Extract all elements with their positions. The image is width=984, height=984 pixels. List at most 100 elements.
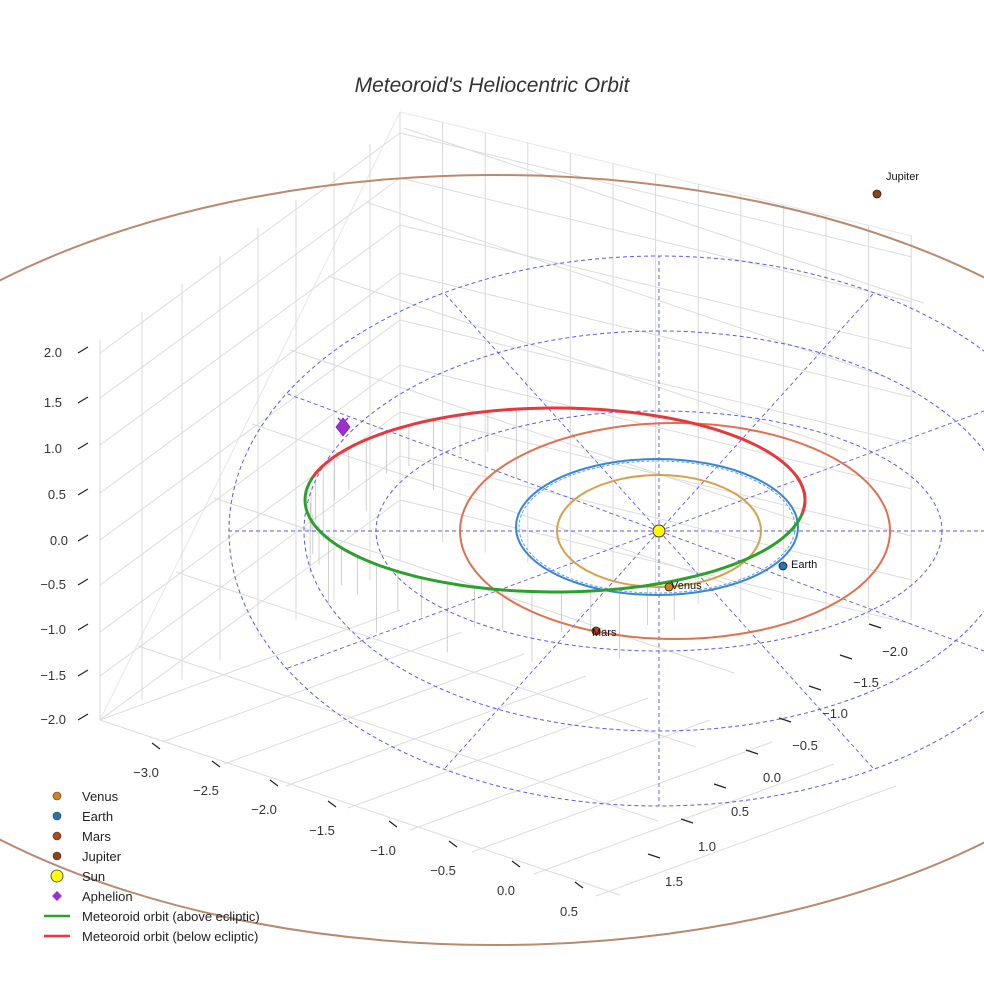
wall-hline <box>99 224 401 446</box>
legend-symbol <box>40 829 74 843</box>
y-tick-mark <box>745 749 759 755</box>
z-tick-mark <box>77 488 89 496</box>
marker-earth <box>778 561 788 571</box>
orbit-mars <box>459 422 891 640</box>
legend-label: Earth <box>82 808 114 824</box>
legend-item: Mars <box>40 826 260 846</box>
legend-item: Meteoroid orbit (above ecliptic) <box>40 906 260 926</box>
x-tick-label: 0.0 <box>497 883 515 898</box>
floor-line <box>289 349 811 526</box>
wall-hline <box>399 364 913 490</box>
x-tick-mark <box>327 800 337 808</box>
floor-line <box>595 785 897 897</box>
legend-label: Aphelion <box>82 888 133 904</box>
orbit-venus <box>556 474 762 588</box>
legend-item: Venus <box>40 786 260 806</box>
marker-sun <box>652 524 666 538</box>
legend-symbol <box>40 789 74 803</box>
wall-hline <box>399 177 913 303</box>
wall-hline <box>399 132 913 258</box>
x-tick-label: −1.5 <box>309 823 335 838</box>
floor-line <box>533 763 835 875</box>
legend-circle-swatch <box>52 811 62 821</box>
legend-circle-swatch <box>52 791 62 801</box>
floor-line <box>99 609 401 721</box>
z-tick-label: 0.0 <box>50 533 68 548</box>
floor-line <box>347 697 649 809</box>
legend-symbol <box>40 849 74 863</box>
y-tick-mark <box>680 818 694 824</box>
legend-item: Aphelion <box>40 886 260 906</box>
legend-circle-swatch <box>52 831 62 841</box>
y-tick-label: −1.0 <box>822 706 848 721</box>
z-tick-mark <box>77 623 89 631</box>
wall-hline <box>399 319 913 445</box>
x-tick-mark <box>511 860 521 868</box>
chart-title: Meteoroid's Heliocentric Orbit <box>354 74 630 97</box>
legend-symbol <box>40 929 74 943</box>
y-tick-mark <box>713 783 727 789</box>
legend-item: Sun <box>40 866 260 886</box>
x-tick-label: −2.0 <box>251 802 277 817</box>
marker-aphelion <box>335 417 351 437</box>
y-tick-label: 1.0 <box>698 839 716 854</box>
x-tick-label: −0.5 <box>430 863 456 878</box>
wall-hline <box>99 319 401 541</box>
legend-symbol <box>40 809 74 823</box>
z-tick-label: 1.0 <box>44 441 62 456</box>
wall-hline <box>399 272 913 398</box>
legend-item: Earth <box>40 806 260 826</box>
floor-line <box>403 127 925 304</box>
marker-jupiter <box>872 189 882 199</box>
polar-spoke <box>443 530 660 770</box>
y-tick-label: −2.0 <box>882 644 908 659</box>
wall-hline <box>399 499 913 625</box>
z-tick-mark <box>77 713 89 721</box>
floor-line <box>285 675 587 787</box>
polar-spoke <box>286 530 660 669</box>
polar-spoke <box>658 292 875 532</box>
x-tick-mark <box>388 820 398 828</box>
x-tick-label: 0.5 <box>560 904 578 919</box>
x-tick-label: −1.0 <box>370 843 396 858</box>
legend-diamond-swatch <box>52 891 62 901</box>
orbit-below-ecliptic <box>311 406 807 515</box>
polar-spoke <box>286 393 660 532</box>
floor-line <box>251 423 773 600</box>
x-tick-mark <box>574 881 584 889</box>
floor-line <box>161 631 463 743</box>
z-stems <box>309 409 675 662</box>
y-tick-mark <box>778 717 792 723</box>
z-tick-mark <box>77 669 89 677</box>
wall-hline <box>99 455 401 677</box>
legend-item: Meteoroid orbit (below ecliptic) <box>40 926 260 946</box>
z-tick-mark <box>77 396 89 404</box>
y-tick-mark <box>647 853 661 859</box>
x-tick-label: −3.0 <box>133 765 159 780</box>
orbit-jupiter <box>0 174 984 946</box>
wall-hline <box>99 177 401 399</box>
wall-hline <box>399 224 913 350</box>
z-tick-mark <box>77 578 89 586</box>
label-earth: Earth <box>791 559 817 571</box>
y-tick-label: −0.5 <box>792 738 818 753</box>
legend-symbol <box>40 889 74 903</box>
wall-hline <box>99 272 401 494</box>
floor-line <box>409 719 711 831</box>
legend-circle-swatch <box>52 851 62 861</box>
meteoroid-orbit <box>303 406 807 594</box>
marker-mars <box>591 626 601 636</box>
y-tick-mark <box>839 654 853 660</box>
aphelion-cross <box>337 417 349 429</box>
orbit-above-ecliptic <box>303 465 807 594</box>
z-tick-label: 1.5 <box>44 395 62 410</box>
y-tick-label: −1.5 <box>853 675 879 690</box>
wall-hline <box>99 132 401 354</box>
y-tick-mark <box>868 623 882 629</box>
floor-line <box>137 645 659 822</box>
axis-ticks: 2.0 1.5 1.0 0.5 0.0 −0.5 −1.0 −1.5 −2.0 −3.0 −2.5 −… <box>40 345 908 919</box>
legend-label: Venus <box>82 788 119 804</box>
polar-spoke <box>658 410 984 532</box>
